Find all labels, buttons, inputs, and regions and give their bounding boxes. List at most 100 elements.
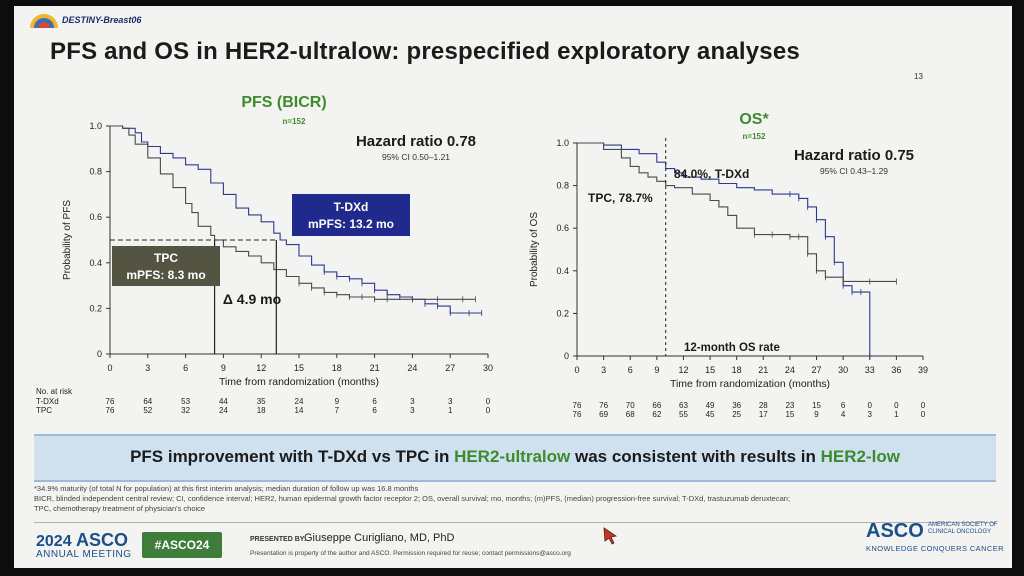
footer-divider bbox=[34, 522, 996, 523]
meeting-asco: ASCO bbox=[76, 530, 129, 550]
os-y-axis-label: Probability of OS bbox=[529, 212, 540, 287]
slide-title: PFS and OS in HER2-ultralow: prespecifie… bbox=[50, 38, 800, 65]
pfs-x-tick-label: 0 bbox=[107, 363, 112, 373]
os-x-tick-label: 9 bbox=[654, 365, 659, 375]
pfs-at-risk-value: 18 bbox=[257, 406, 266, 415]
summary-banner: PFS improvement with T-DXd vs TPC in HER… bbox=[34, 434, 996, 482]
os-x-tick-label: 24 bbox=[785, 365, 795, 375]
os-y-tick-label: 0.6 bbox=[556, 223, 569, 233]
pfs-y-axis-label: Probability of PFS bbox=[62, 200, 73, 280]
pfs-at-risk-value: 64 bbox=[143, 397, 152, 406]
pfs-x-tick-label: 30 bbox=[483, 363, 493, 373]
os-x-tick-label: 15 bbox=[705, 365, 715, 375]
os-subtitle: n=152 bbox=[743, 132, 766, 141]
km-charts: PFS (BICR) n=152 Hazard ratio 0.78 95% CI 0… bbox=[36, 94, 928, 419]
banner-middle: was consistent with results in bbox=[570, 447, 821, 466]
os-x-tick-label: 30 bbox=[838, 365, 848, 375]
pfs-at-risk-label: TPC bbox=[36, 406, 52, 415]
pfs-x-tick-label: 24 bbox=[407, 363, 417, 373]
banner-highlight-low: HER2-low bbox=[820, 447, 900, 466]
os-at-risk-value: 9 bbox=[814, 410, 819, 419]
os-y-tick-label: 0.8 bbox=[556, 181, 569, 191]
os-at-risk-value: 23 bbox=[785, 401, 794, 410]
pfs-at-risk-value: 9 bbox=[335, 397, 340, 406]
permission-note: Presentation is property of the author a… bbox=[250, 550, 571, 557]
os-at-risk-value: 76 bbox=[573, 410, 582, 419]
os-at-risk-value: 6 bbox=[841, 401, 846, 410]
pfs-at-risk-value: 0 bbox=[486, 406, 491, 415]
pfs-x-tick-label: 12 bbox=[256, 363, 266, 373]
os-y-tick-label: 0.4 bbox=[556, 266, 569, 276]
pfs-y-tick-label: 0 bbox=[97, 349, 102, 359]
os-curve-tpc bbox=[577, 142, 897, 282]
pfs-x-tick-label: 21 bbox=[370, 363, 380, 373]
asco-society-name: AMERICAN SOCIETY OF CLINICAL ONCOLOGY bbox=[928, 522, 998, 535]
os-x-tick-label: 39 bbox=[918, 365, 928, 375]
pfs-at-risk-value: 76 bbox=[106, 406, 115, 415]
os-at-risk-value: 76 bbox=[599, 401, 608, 410]
os-y-tick-label: 0.2 bbox=[556, 308, 569, 318]
pfs-hazard-ratio: Hazard ratio 0.78 bbox=[356, 133, 476, 150]
meeting-subtitle: ANNUAL MEETING bbox=[36, 549, 132, 560]
os-at-risk-value: 0 bbox=[921, 410, 926, 419]
pfs-at-risk-value: 3 bbox=[448, 397, 453, 406]
presented-by-label: PRESENTED BY: bbox=[250, 536, 307, 543]
footnote-1: *34.9% maturity (of total N for populati… bbox=[34, 484, 419, 493]
pfs-at-risk-value: 52 bbox=[143, 406, 152, 415]
pfs-x-tick-label: 9 bbox=[221, 363, 226, 373]
pfs-ci: 95% CI 0.50–1.21 bbox=[382, 152, 450, 162]
pfs-y-tick-label: 0.2 bbox=[89, 303, 102, 313]
os-title: OS* bbox=[739, 111, 769, 128]
os-x-tick-label: 21 bbox=[758, 365, 768, 375]
os-rate-label: 12-month OS rate bbox=[684, 342, 780, 354]
pfs-tdxd-box-line2: mPFS: 13.2 mo bbox=[308, 217, 394, 231]
banner-highlight-ultralow: HER2-ultralow bbox=[454, 447, 571, 466]
pfs-y-tick-label: 0.6 bbox=[89, 212, 102, 222]
pfs-tdxd-box-line1: T-DXd bbox=[334, 200, 369, 214]
pfs-tpc-box-line2: mPFS: 8.3 mo bbox=[126, 268, 205, 282]
pfs-at-risk-value: 0 bbox=[486, 397, 491, 406]
os-at-risk-value: 45 bbox=[706, 410, 715, 419]
os-y-tick-label: 0 bbox=[564, 351, 569, 361]
pfs-at-risk-value: 6 bbox=[372, 397, 377, 406]
meeting-year: 2024 bbox=[36, 533, 72, 550]
pfs-y-tick-label: 1.0 bbox=[89, 121, 102, 131]
os-at-risk-value: 28 bbox=[759, 401, 768, 410]
os-tdxd-rate: 84.0%, T-DXd bbox=[674, 167, 749, 181]
os-at-risk-value: 1 bbox=[894, 410, 899, 419]
os-x-tick-label: 12 bbox=[678, 365, 688, 375]
os-at-risk-value: 49 bbox=[706, 401, 715, 410]
pfs-at-risk-value: 53 bbox=[181, 397, 190, 406]
footnote-3: TPC, chemotherapy treatment of physician… bbox=[34, 504, 206, 513]
os-at-risk-value: 36 bbox=[732, 401, 741, 410]
footnote-2: BICR, blinded independent central review… bbox=[34, 494, 791, 503]
os-at-risk-value: 25 bbox=[732, 410, 741, 419]
pfs-at-risk-value: 1 bbox=[448, 406, 453, 415]
asco-logo: ASCO bbox=[866, 520, 924, 542]
pfs-x-tick-label: 18 bbox=[332, 363, 342, 373]
os-at-risk-value: 3 bbox=[868, 410, 873, 419]
banner-text: PFS improvement with T-DXd vs TPC in HER… bbox=[34, 447, 996, 467]
pfs-at-risk-value: 3 bbox=[410, 397, 415, 406]
os-at-risk-value: 17 bbox=[759, 410, 768, 419]
pfs-at-risk-value: 32 bbox=[181, 406, 190, 415]
os-x-tick-label: 0 bbox=[574, 365, 579, 375]
os-x-tick-label: 3 bbox=[601, 365, 606, 375]
os-x-tick-label: 18 bbox=[732, 365, 742, 375]
mouse-cursor-icon bbox=[603, 527, 618, 545]
os-tpc-rate: TPC, 78.7% bbox=[588, 191, 653, 205]
meeting-logo: 2024 ASCO bbox=[36, 530, 128, 551]
pfs-y-tick-label: 0.4 bbox=[89, 258, 102, 268]
pfs-subtitle: n=152 bbox=[283, 117, 306, 126]
os-y-tick-label: 1.0 bbox=[556, 138, 569, 148]
os-x-tick-label: 27 bbox=[812, 365, 822, 375]
page-number: 13 bbox=[914, 72, 923, 81]
os-ci: 95% CI 0.43–1.29 bbox=[820, 166, 888, 176]
pfs-tdxd-box bbox=[292, 194, 410, 236]
os-at-risk-value: 62 bbox=[652, 410, 661, 419]
os-at-risk-value: 63 bbox=[679, 401, 688, 410]
os-x-tick-label: 36 bbox=[891, 365, 901, 375]
pfs-at-risk-value: 6 bbox=[372, 406, 377, 415]
os-at-risk-value: 69 bbox=[599, 410, 608, 419]
presenter-name: Giuseppe Curigliano, MD, PhD bbox=[304, 532, 455, 544]
